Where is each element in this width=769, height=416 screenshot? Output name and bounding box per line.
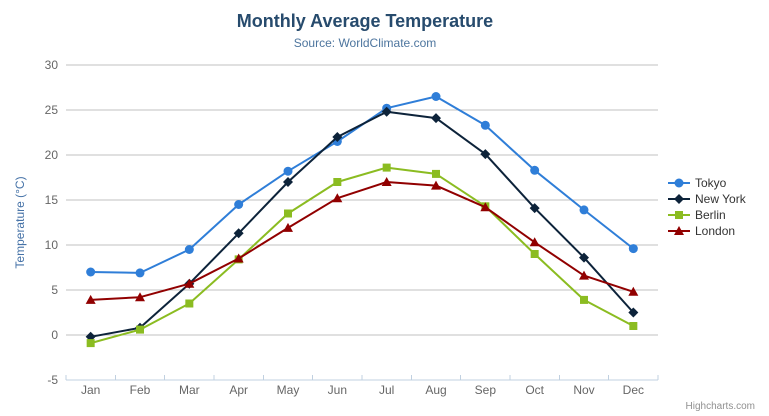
data-point-london[interactable] [628,286,639,296]
data-point-london[interactable] [529,237,540,247]
data-point-london[interactable] [431,180,441,190]
data-point-london[interactable] [480,202,491,212]
data-point-london[interactable] [579,270,589,280]
data-point-berlin[interactable] [136,325,144,334]
x-axis-tick-label: Jan [81,383,100,397]
y-axis-tick-label: 30 [45,58,59,72]
data-point-tokyo[interactable] [184,245,194,254]
data-point-berlin[interactable] [629,322,638,330]
data-point-berlin[interactable] [432,169,440,178]
legend-label-london: London [695,224,736,238]
data-point-new-york[interactable] [332,132,343,142]
data-point-london[interactable] [135,292,145,302]
legend-label-berlin: Berlin [695,208,726,222]
data-point-london[interactable] [233,253,244,263]
x-axis-tick-label: Apr [229,383,248,397]
data-point-berlin[interactable] [284,209,292,218]
legend-item-new-york[interactable]: New York [668,193,746,205]
series-line-berlin [89,166,635,345]
y-axis-tick-label: 15 [45,193,59,207]
y-axis-tick-label: 5 [51,283,58,297]
legend-item-berlin[interactable]: Berlin [668,209,746,221]
series-line-tokyo [89,95,635,274]
data-point-berlin[interactable] [185,299,194,308]
data-point-berlin[interactable] [333,178,342,186]
y-axis-tick-label: 20 [45,148,59,162]
data-point-tokyo[interactable] [431,92,441,101]
chart-title: Monthly Average Temperature [236,11,494,31]
legend-symbol-berlin[interactable] [675,211,683,219]
x-axis-tick-label: Nov [573,383,594,397]
legend-marker-circle-icon [668,178,690,188]
x-axis-tick-label: Sep [475,383,497,397]
data-point-tokyo[interactable] [283,166,293,176]
legend-symbol-tokyo[interactable] [674,178,684,188]
x-axis-tick-label: Oct [525,383,544,397]
series-line-new-york [89,110,635,338]
x-axis-tick-label: May [277,383,300,397]
data-point-new-york[interactable] [431,113,441,124]
data-point-berlin[interactable] [580,295,588,304]
series-new-york [85,106,639,342]
data-point-london[interactable] [85,294,96,304]
legend-marker-square-icon [668,211,690,219]
data-point-new-york[interactable] [628,307,639,318]
chart-subtitle: Source: WorldClimate.com [293,36,437,50]
data-point-new-york[interactable] [233,228,244,239]
legend: Tokyo New York Berlin London [668,177,746,237]
data-point-tokyo[interactable] [135,268,145,278]
legend-item-london[interactable]: London [668,225,746,237]
x-axis-tick-label: Feb [130,383,151,397]
legend-label-new-york: New York [695,192,746,206]
legend-symbol-london[interactable] [674,226,684,235]
x-axis-tick-label: Jun [328,383,347,397]
y-axis-tick-label: 25 [45,103,59,117]
legend-label-tokyo: Tokyo [695,176,727,190]
data-point-berlin[interactable] [86,339,95,348]
data-point-new-york[interactable] [529,203,540,214]
data-point-berlin[interactable] [382,163,391,172]
data-point-tokyo[interactable] [480,120,490,130]
credits-link[interactable]: Highcharts.com [685,401,755,412]
y-axis-tick-label: -5 [47,373,58,387]
data-point-london[interactable] [332,193,343,203]
y-axis-title: Temperature (°C) [13,176,27,268]
data-point-london[interactable] [283,222,293,232]
x-axis-tick-label: Mar [179,383,200,397]
data-point-tokyo[interactable] [234,200,244,209]
x-axis-tick-label: Jul [379,383,394,397]
legend-marker-triangle-icon [668,226,690,235]
data-point-new-york[interactable] [579,252,589,263]
data-point-new-york[interactable] [283,177,293,187]
data-point-new-york[interactable] [480,149,491,160]
data-point-london[interactable] [184,278,195,288]
data-point-tokyo[interactable] [579,205,589,215]
data-point-tokyo[interactable] [86,267,96,277]
legend-marker-diamond-icon [668,194,690,204]
x-axis-tick-label: Aug [425,383,446,397]
y-axis-tick-label: 10 [45,238,59,252]
data-point-london[interactable] [381,177,392,186]
series-line-london [89,181,635,301]
series-london [85,177,639,304]
legend-item-tokyo[interactable]: Tokyo [668,177,746,189]
data-point-tokyo[interactable] [530,165,540,175]
data-point-berlin[interactable] [530,250,539,258]
y-axis-tick-label: 0 [51,328,58,342]
legend-symbol-new-york[interactable] [674,194,684,204]
series-tokyo [86,92,638,278]
x-axis-tick-label: Dec [623,383,644,397]
data-point-tokyo[interactable] [628,244,638,254]
data-point-new-york[interactable] [381,106,392,117]
